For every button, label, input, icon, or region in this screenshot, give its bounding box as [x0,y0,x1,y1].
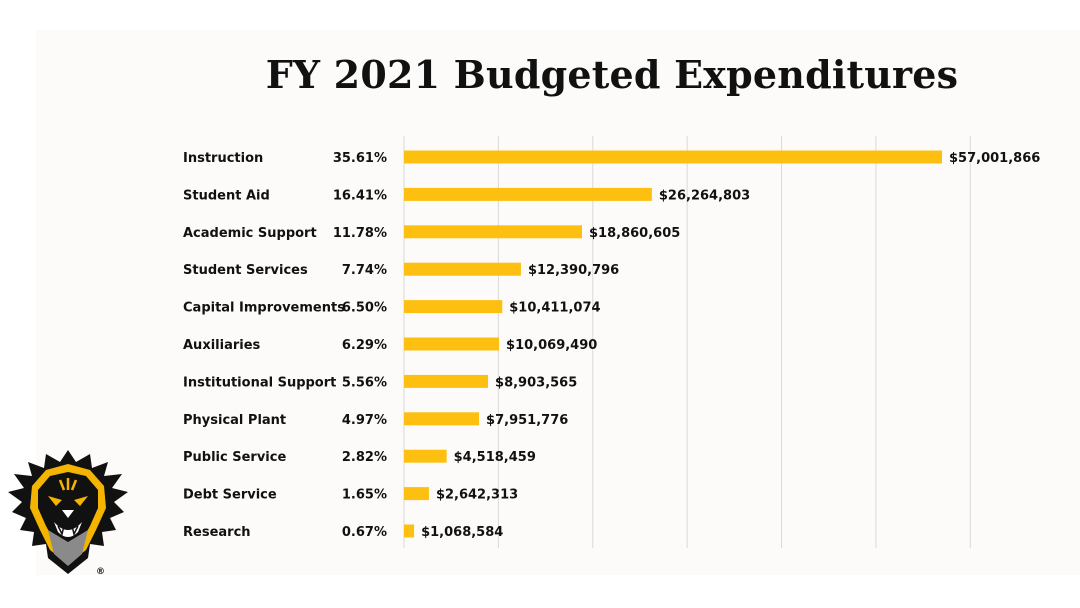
category-label: Student Aid [183,188,270,203]
bar [404,337,500,351]
percent-label: 16.41% [333,188,387,203]
category-label: Student Services [183,263,308,278]
value-label: $12,390,796 [528,263,619,278]
value-label: $4,518,459 [454,450,536,465]
percent-label: 7.74% [342,263,387,278]
bar [404,412,480,426]
tiger-mascot-logo: ® [8,450,128,577]
bar [404,300,503,314]
percent-label: 11.78% [333,226,387,241]
value-label: $10,411,074 [509,301,600,316]
percent-label: 5.56% [342,375,387,390]
bar [404,150,942,164]
slide-background [36,30,1080,575]
category-label: Debt Service [183,488,277,503]
bar [404,187,652,201]
percent-label: 6.50% [342,301,387,316]
bars [404,150,942,538]
labels: Instruction 35.61% $57,001,866 Student Aid 1… [183,151,1040,540]
percent-label: 0.67% [342,525,387,540]
value-label: $2,642,313 [436,488,518,503]
percent-label: 35.61% [333,151,387,166]
percent-label: 6.29% [342,338,387,353]
category-label: Research [183,525,251,540]
value-label: $7,951,776 [486,413,568,428]
value-label: $57,001,866 [949,151,1040,166]
category-label: Physical Plant [183,413,286,428]
bar [404,524,415,538]
category-label: Academic Support [183,226,317,241]
category-label: Auxiliaries [183,338,261,353]
category-label: Public Service [183,450,286,465]
category-label: Institutional Support [183,375,336,390]
percent-label: 4.97% [342,413,387,428]
value-label: $10,069,490 [506,338,597,353]
bar [404,449,447,463]
category-label: Capital Improvements [183,301,345,316]
value-label: $26,264,803 [659,188,750,203]
bar [404,374,489,388]
value-label: $18,860,605 [589,226,680,241]
chart-title: FY 2021 Budgeted Expenditures [265,52,959,97]
gridlines [403,136,971,548]
bar [404,262,521,276]
value-label: $1,068,584 [421,525,503,540]
value-label: $8,903,565 [495,375,577,390]
registered-mark: ® [96,567,105,577]
bar [404,225,583,239]
category-label: Instruction [183,151,263,166]
percent-label: 2.82% [342,450,387,465]
bar [404,487,429,501]
percent-label: 1.65% [342,488,387,503]
